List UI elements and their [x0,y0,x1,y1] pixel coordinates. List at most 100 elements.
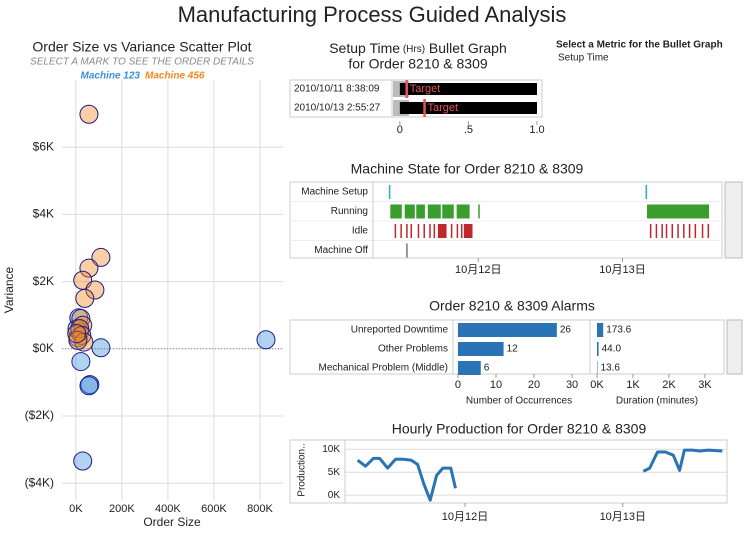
value-label: 44.0 [602,344,622,355]
segment [416,204,425,219]
dashboard-title: Manufacturing Process Guided Analysis [178,2,567,27]
segment [677,224,679,238]
scrollbar[interactable] [726,319,743,375]
legend-label: Machine 456 [145,71,205,82]
title-part: Setup Time [329,40,400,56]
segment [688,224,691,238]
x-axis-label: Order Size [143,515,201,529]
x-tick-label: 0K [590,379,604,391]
segment [406,243,408,258]
segment [390,204,402,219]
segment [701,224,704,238]
bar [596,342,599,356]
point [75,288,95,308]
row-label: Mechanical Problem (Middle) [319,363,449,374]
line-frame [289,439,728,504]
y-tick-label: $4K [33,207,54,221]
bar [457,361,481,375]
target-label: Target [428,102,459,114]
y-tick-label: 10K [322,444,340,455]
row-label: Other Problems [378,344,448,355]
x-axis-label: Duration (minutes) [616,396,698,407]
row-label: Machine Setup [301,187,368,198]
metric-selector-label: Select a Metric for the Bullet Graph [556,40,723,51]
title-part: Bullet Graph [425,40,507,56]
metric-selector-value[interactable]: Setup Time [558,53,609,64]
x-tick-label: 800K [247,503,273,515]
segment [645,185,648,199]
segment [460,224,463,238]
x-tick-label: 400K [155,503,181,515]
segment [661,224,663,238]
value-label: 13.6 [600,363,620,374]
point [71,352,91,372]
y-tick-label: ($2K) [25,408,54,422]
bar [457,323,557,337]
point [67,324,87,344]
segment [433,224,436,238]
row-label: Machine Off [314,245,368,256]
point [71,309,91,329]
x-tick-label: 1K [626,379,640,391]
segment [478,204,480,219]
x-tick-label: 0 [455,379,461,391]
value-label: 26 [560,325,572,336]
point [68,330,88,350]
point [256,330,276,350]
x-tick-label: 1.0 [529,124,544,136]
segment [406,224,408,238]
segment [694,224,697,238]
value-label: 173.6 [606,325,631,336]
scrollbar[interactable] [724,181,743,259]
chart-subtitle: SELECT A MARK TO SEE THE ORDER DETAILS [30,57,254,68]
segment [450,224,453,238]
x-tick-label: 10月13日 [599,264,645,276]
chart-title: Setup Time (Hrs) Bullet Graph [329,40,507,56]
x-tick-label: 10月13日 [600,511,646,523]
chart-title: Machine State for Order 8210 & 8309 [351,161,584,177]
x-tick-label: .5 [464,124,473,136]
bar [457,342,504,356]
segment [394,224,397,238]
y-tick-label: ($4K) [25,475,54,489]
x-tick-label: 10月12日 [455,264,501,276]
row-label: 2010/10/13 2:55:27 [294,103,381,114]
segment [647,204,710,219]
x-tick-label: 0 [397,124,403,136]
x-axis-label: Number of Occurrences [466,396,572,407]
y-tick-label: 0K [328,490,341,501]
x-tick-label: 3K [698,379,712,391]
x-tick-label: 20 [528,379,540,391]
row-label: Idle [352,226,369,237]
segment [456,224,459,238]
bar [399,102,537,114]
point [79,376,99,396]
gantt-frame [289,181,723,259]
point [79,104,99,124]
point [91,338,111,358]
bar [596,323,604,337]
segment [655,224,658,238]
x-tick-label: 10 [490,379,502,391]
x-tick-label: 0K [69,503,83,515]
y-tick-label: $6K [33,139,54,153]
chart-subtitle: for Order 8210 & 8309 [348,56,488,72]
target-label: Target [410,83,441,95]
segment [429,224,431,238]
segment [388,185,391,199]
point [79,258,99,278]
x-tick-label: 2K [662,379,676,391]
segment [683,224,685,238]
segment [423,224,425,238]
segment [417,224,420,238]
value-label: 6 [484,363,490,374]
value-label: 12 [507,344,519,355]
segment [427,204,441,219]
y-tick-label: 5K [328,467,341,478]
segment [410,224,412,238]
x-tick-label: 10月12日 [442,511,488,523]
segment [456,204,470,219]
y-tick-label: $2K [33,274,54,288]
segment [437,224,447,238]
row-label: Running [331,206,368,217]
